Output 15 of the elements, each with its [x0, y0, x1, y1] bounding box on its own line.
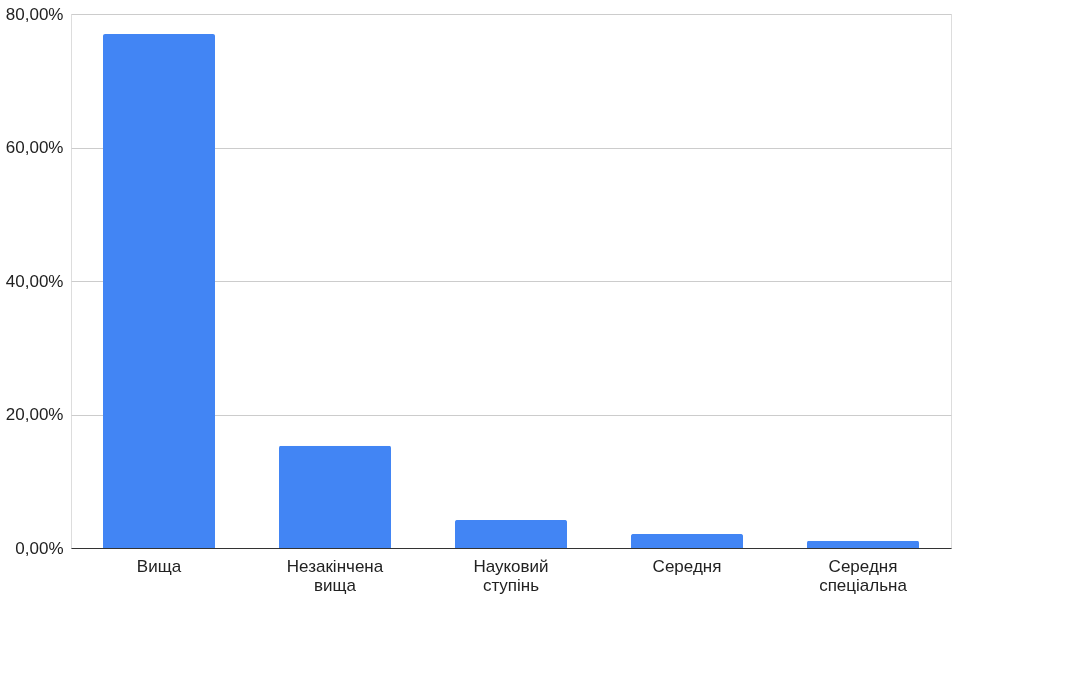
- x-tick-label: Середня: [652, 556, 722, 576]
- bar: [103, 34, 215, 548]
- x-tick-label: Незакінчена вища: [286, 556, 384, 595]
- x-tick-label: Вища: [136, 556, 182, 576]
- bar: [807, 540, 919, 548]
- x-tick-label: Середня спеціальна: [819, 556, 908, 595]
- y-tick-label: 80,00%: [5, 4, 64, 24]
- y-tick-label: 60,00%: [5, 138, 64, 157]
- y-tick-label: 20,00%: [5, 405, 64, 424]
- bar: [631, 533, 743, 548]
- bar: [455, 519, 567, 548]
- bar: [279, 445, 391, 548]
- y-tick-label: 0,00%: [15, 538, 64, 558]
- y-tick-label: 40,00%: [5, 271, 64, 291]
- x-tick-label: Науковий ступінь: [473, 556, 549, 595]
